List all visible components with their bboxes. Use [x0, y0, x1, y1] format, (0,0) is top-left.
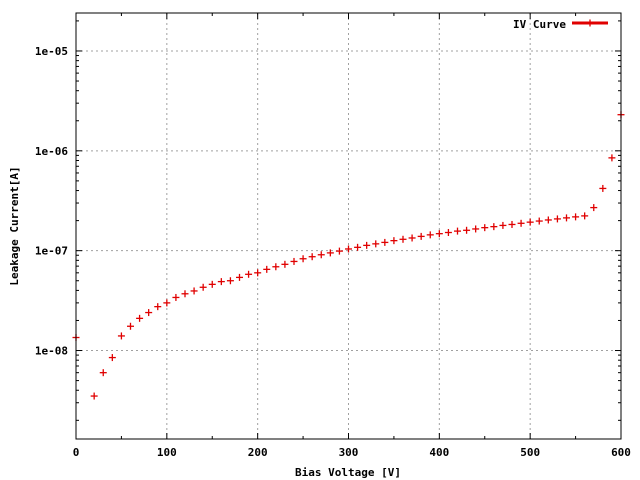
data-point: [90, 392, 98, 400]
data-point: [354, 243, 362, 251]
x-tick-label: 300: [339, 446, 359, 459]
x-tick-label: 500: [520, 446, 540, 459]
data-point: [544, 216, 552, 224]
x-tick-label: 100: [157, 446, 177, 459]
y-tick-label: 1e-05: [35, 45, 68, 58]
data-point: [172, 293, 180, 301]
data-point: [127, 322, 134, 330]
data-point: [408, 234, 416, 242]
data-point: [226, 277, 234, 285]
legend-label: IV Curve: [513, 18, 566, 31]
data-point: [399, 235, 407, 243]
data-point: [390, 237, 398, 245]
axis-ticks: [75, 13, 622, 439]
x-tick-label: 0: [73, 446, 80, 459]
data-point: [145, 309, 153, 317]
data-point: [263, 265, 271, 273]
data-point: [99, 369, 107, 377]
data-point: [508, 220, 516, 228]
data-point: [117, 332, 125, 340]
data-point: [308, 253, 316, 261]
data-point: [435, 230, 443, 238]
data-point: [481, 224, 489, 232]
data-point: [208, 280, 216, 288]
data-point: [535, 217, 543, 225]
data-point: [426, 231, 434, 239]
x-tick-label: 400: [429, 446, 449, 459]
data-point: [490, 223, 498, 231]
grid: [76, 13, 621, 439]
data-point: [290, 257, 298, 265]
data-point: [526, 218, 534, 226]
data-point: [108, 354, 116, 362]
data-point: [553, 215, 561, 223]
data-point: [463, 226, 471, 234]
data-point: [236, 273, 243, 281]
data-point: [272, 263, 280, 271]
data-point: [454, 227, 461, 235]
data-point: [317, 251, 325, 259]
data-point: [326, 249, 334, 257]
data-point: [335, 247, 343, 255]
data-point: [572, 213, 580, 221]
x-axis-label: Bias Voltage [V]: [295, 466, 401, 479]
x-tick-label: 200: [248, 446, 268, 459]
data-point: [217, 278, 225, 286]
y-tick-label: 1e-06: [35, 145, 68, 158]
data-point: [181, 290, 189, 298]
y-tick-label: 1e-07: [35, 245, 68, 258]
data-point: [163, 299, 171, 307]
tick-labels: 0 100 200 300 400 500 600 1e-08 1e-07 1e-06 1e-05: [35, 45, 631, 459]
data-point: [154, 303, 162, 311]
data-point: [199, 283, 207, 291]
data-point: [608, 154, 616, 162]
legend-marker: [586, 19, 594, 27]
data-point: [599, 184, 607, 192]
y-tick-label: 1e-08: [35, 345, 68, 358]
data-point: [499, 221, 507, 229]
data-point: [581, 212, 589, 220]
data-point: [363, 241, 371, 249]
data-point: [281, 260, 289, 268]
data-point: [254, 269, 262, 277]
data-point: [190, 287, 198, 295]
data-point: [372, 240, 380, 248]
data-point: [590, 204, 598, 212]
data-point: [472, 225, 480, 233]
data-point: [417, 232, 425, 240]
data-point: [345, 245, 352, 253]
data-point: [245, 270, 253, 278]
plot-frame: [75, 12, 622, 440]
y-axis-label: Leakage Current[A]: [8, 166, 21, 285]
x-tick-label: 600: [611, 446, 631, 459]
data-point: [517, 219, 525, 227]
legend: IV Curve: [513, 18, 608, 31]
data-point: [299, 255, 307, 263]
data-point: [444, 229, 452, 237]
data-point: [563, 214, 570, 222]
data-point: [136, 314, 144, 322]
data-point: [381, 238, 389, 246]
